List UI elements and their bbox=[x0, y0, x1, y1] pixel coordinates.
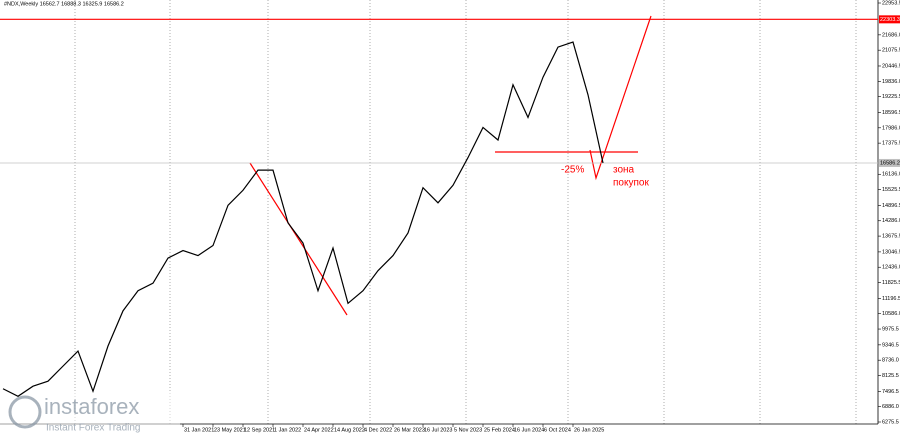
level-label: 22303.3 bbox=[880, 17, 900, 23]
y-tick-label: 13046.5 bbox=[882, 249, 900, 255]
y-tick-label: 17986.0 bbox=[882, 125, 900, 131]
current-price-label: 16586.2 bbox=[880, 160, 900, 166]
x-tick-label: 14 Aug 2022 bbox=[334, 427, 365, 433]
x-tick-label: 16 Jul 2023 bbox=[424, 427, 452, 433]
y-tick-label: 14286.0 bbox=[882, 218, 900, 224]
y-tick-label: 13675.5 bbox=[882, 234, 900, 240]
level-label-box bbox=[879, 15, 900, 24]
x-tick-label: 31 Jan 2021 bbox=[184, 427, 214, 433]
x-tick-label: 1 Jan 2022 bbox=[274, 427, 301, 433]
y-tick-label: 19836.0 bbox=[882, 79, 900, 85]
watermark: instaforex Instant Forex Trading bbox=[0, 392, 180, 437]
y-tick-label: 21686.0 bbox=[882, 32, 900, 38]
y-tick-label: 15525.5 bbox=[882, 187, 900, 193]
annotation: покупок bbox=[613, 178, 649, 189]
drawn-lines bbox=[249, 15, 652, 316]
x-tick-label: 12 Sep 2021 bbox=[244, 427, 275, 433]
y-tick-label: 9346.5 bbox=[882, 342, 899, 348]
x-tick-label: 23 May 2021 bbox=[214, 427, 246, 433]
watermark-logo bbox=[8, 395, 42, 429]
y-tick-label: 7496.5 bbox=[882, 389, 899, 395]
watermark-tagline: Instant Forex Trading bbox=[46, 423, 141, 434]
x-tick-label: 6 Oct 2024 bbox=[544, 427, 571, 433]
watermark-bg bbox=[0, 392, 180, 437]
x-tick-label: 26 Mar 2023 bbox=[394, 427, 425, 433]
x-tick-label: 5 Nov 2023 bbox=[454, 427, 482, 433]
x-tick-label: 26 Jan 2025 bbox=[574, 427, 604, 433]
annotation: зона bbox=[613, 165, 635, 176]
y-tick-label: 11825.5 bbox=[882, 280, 900, 286]
x-tick-label: 4 Dec 2022 bbox=[364, 427, 392, 433]
y-tick-label: 22953.5 bbox=[882, 0, 900, 6]
y-tick-label: 18596.5 bbox=[882, 110, 900, 116]
x-tick-label: 16 Jun 2024 bbox=[514, 427, 544, 433]
y-tick-label: 16136.0 bbox=[882, 172, 900, 178]
y-tick-label: 20446.5 bbox=[882, 63, 900, 69]
y-tick-label: 14896.5 bbox=[882, 203, 900, 209]
price-line bbox=[2, 41, 604, 397]
y-tick-label: 8736.0 bbox=[882, 358, 899, 364]
y-tick-label: 11196.5 bbox=[882, 296, 900, 302]
y-tick-label: 21075.5 bbox=[882, 48, 900, 54]
y-tick-label: 10586.0 bbox=[882, 311, 900, 317]
annotation: -25% bbox=[561, 165, 584, 176]
chart-title: #NDX,Weekly 16562.7 16888.3 16325.9 1658… bbox=[4, 1, 124, 7]
x-tick-label: 24 Apr 2022 bbox=[304, 427, 334, 433]
y-tick-label: 8125.5 bbox=[882, 373, 899, 379]
y-tick-label: 6886.0 bbox=[882, 404, 899, 410]
x-tick-label: 25 Feb 2024 bbox=[484, 427, 515, 433]
y-tick-label: 6275.5 bbox=[882, 419, 899, 425]
current-price-box bbox=[879, 158, 900, 167]
y-tick-label: 12436.0 bbox=[882, 265, 900, 271]
y-tick-label: 19225.5 bbox=[882, 94, 900, 100]
y-tick-label: 17375.5 bbox=[882, 141, 900, 147]
watermark-brand: instaforex bbox=[44, 394, 139, 419]
y-tick-label: 9975.5 bbox=[882, 327, 899, 333]
